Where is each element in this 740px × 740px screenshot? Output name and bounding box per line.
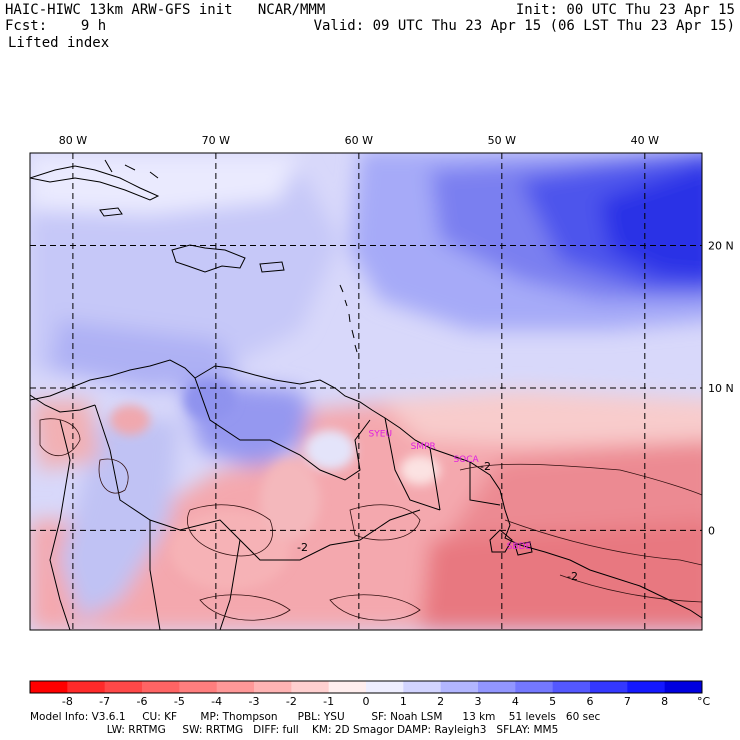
colorbar-swatch: [216, 681, 255, 693]
colorbar-tick-label: 5: [549, 695, 556, 708]
longitude-label: 80 W: [59, 134, 87, 147]
colorbar-swatch: [142, 681, 180, 693]
colorbar-tick-label: 8: [661, 695, 668, 708]
colorbar-outline: [29, 680, 703, 694]
header-forecast-hour: Fcst: 9 h: [5, 18, 107, 34]
longitude-labels: 80 W 70 W 60 W 50 W 40 W: [59, 134, 659, 147]
colorbar-swatch: [478, 681, 516, 693]
colorbar-tick-label: -5: [174, 695, 185, 708]
colorbar-swatch: [440, 681, 479, 693]
colorbar-swatches: [29, 680, 703, 694]
latitude-label: 10 N: [708, 382, 734, 395]
colorbar-tick-label: 4: [512, 695, 519, 708]
colorbar-swatch: [179, 681, 218, 693]
latitude-label: 0: [708, 524, 715, 537]
lifted-index-field: [30, 153, 702, 630]
contour-label: -2: [567, 570, 578, 583]
colorbar-swatch: [254, 681, 292, 693]
contour-label: -2: [480, 460, 491, 473]
model-info-line2: LW: RRTMG SW: RRTMG DIFF: full KM: 2D Sm…: [30, 724, 559, 736]
header-valid-time: Valid: 09 UTC Thu 23 Apr 15 (06 LST Thu …: [313, 18, 735, 34]
station-label: SOCA: [453, 455, 479, 465]
colorbar-swatch: [552, 681, 591, 693]
station-label: SYEU: [369, 429, 392, 439]
longitude-label: 50 W: [488, 134, 516, 147]
coastlines: [30, 159, 702, 630]
field-name: Lifted index: [8, 35, 110, 51]
lifted-index-map: 80 W 70 W 60 W 50 W 40 W 20 N10 N0 SYEUSMPRS…: [29, 134, 734, 631]
map-frame: [29, 152, 703, 631]
colorbar-tick-label: -6: [137, 695, 148, 708]
colorbar-swatch: [403, 681, 442, 693]
station-label: SMPR: [411, 442, 436, 452]
colorbar-swatch: [627, 681, 666, 693]
latitude-labels: 20 N 10 N 0: [708, 240, 734, 538]
colorbar-tick-label: 3: [475, 695, 482, 708]
colorbar-tick-label: 1: [400, 695, 407, 708]
colorbar-swatch: [104, 681, 143, 693]
colorbar-tick-label: -7: [99, 695, 110, 708]
header-init-time: Init: 00 UTC Thu 23 Apr 15: [515, 2, 735, 18]
colorbar-tick-label: -1: [323, 695, 334, 708]
colorbar-swatch: [328, 681, 367, 693]
colorbar-unit: °C: [697, 695, 711, 708]
colorbar-ticks: -8 -7 -6 -5 -4 -3 -2 -1 0 1 2 3 4 5 6 7 8: [62, 695, 668, 708]
latitude-label: 20 N: [708, 240, 734, 253]
longitude-label: 70 W: [202, 134, 230, 147]
model-info-line1: Model Info: V3.6.1 CU: KF MP: Thompson P…: [30, 711, 601, 723]
colorbar-tick-label: -8: [62, 695, 73, 708]
station-label: SBDE: [507, 542, 532, 552]
colorbar-tick-label: 0: [363, 695, 370, 708]
colorbar-swatch: [590, 681, 628, 693]
colorbar-tick-label: -4: [211, 695, 222, 708]
colorbar-tick-label: 7: [624, 695, 631, 708]
colorbar-tick-label: -3: [249, 695, 260, 708]
colorbar-swatch: [366, 681, 404, 693]
colorbar-tick-label: -2: [286, 695, 297, 708]
contour-label: -2: [297, 541, 308, 554]
colorbar-tick-label: 2: [437, 695, 444, 708]
colorbar-swatch: [30, 681, 68, 693]
header-title: HAIC-HIWC 13km ARW-GFS init NCAR/MMM: [5, 2, 326, 18]
colorbar-swatch: [515, 681, 554, 693]
longitude-label: 60 W: [345, 134, 373, 147]
longitude-label: 40 W: [631, 134, 659, 147]
lat-lon-grid: [30, 153, 702, 630]
colorbar-swatch: [291, 681, 330, 693]
colorbar-tick-label: 6: [587, 695, 594, 708]
colorbar-swatch: [67, 681, 106, 693]
station-markers: SYEU SMPR SOCA SBDE: [369, 429, 532, 551]
contour-lines: [39, 418, 702, 621]
colorbar-swatch: [664, 681, 703, 693]
